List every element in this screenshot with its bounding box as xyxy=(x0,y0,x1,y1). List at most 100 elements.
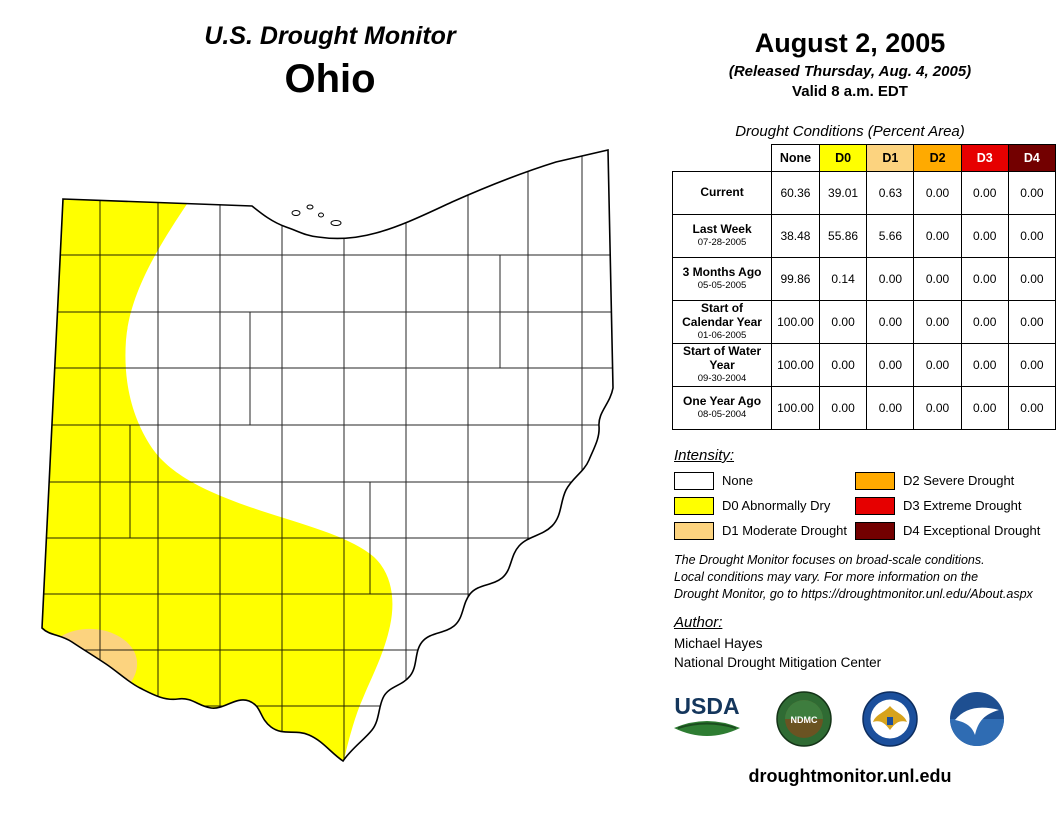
disclaimer-line: Drought Monitor, go to https://droughtmo… xyxy=(674,586,1033,601)
table-cell: 0.00 xyxy=(1007,257,1056,301)
table-cell: 99.86 xyxy=(771,257,820,301)
intensity-heading: Intensity: xyxy=(674,447,735,464)
legend-swatch-d4 xyxy=(855,521,895,540)
legend-item-d1: D1 Moderate Drought xyxy=(674,518,847,543)
table-cell: 38.48 xyxy=(771,214,820,258)
table-cell: 0.00 xyxy=(913,214,962,258)
column-header-d0: D0 xyxy=(818,144,868,172)
table-cell: 0.00 xyxy=(866,386,915,430)
report-header: U.S. Drought Monitor Ohio xyxy=(60,22,600,102)
column-header-d1: D1 xyxy=(866,144,915,172)
table-row: Start of Calendar Year 01-06-2005 100.00… xyxy=(671,300,1056,344)
date-block: August 2, 2005 (Released Thursday, Aug. … xyxy=(660,28,1040,100)
table-cell: 0.00 xyxy=(913,171,962,215)
release-date: August 2, 2005 xyxy=(754,28,946,58)
table-cell: 0.00 xyxy=(913,257,962,301)
legend-label: D2 Severe Drought xyxy=(903,473,1015,488)
table-cell: 0.00 xyxy=(818,300,868,344)
legend-swatch-d2 xyxy=(855,471,895,490)
legend-item-none: None xyxy=(674,468,847,493)
footer-url: droughtmonitor.unl.edu xyxy=(748,766,952,786)
table-cell: 0.00 xyxy=(866,300,915,344)
table-cell: 0.00 xyxy=(866,257,915,301)
table-cell: 39.01 xyxy=(818,171,868,215)
legend-swatch-none xyxy=(674,471,714,490)
legend-label: D0 Abnormally Dry xyxy=(722,498,831,513)
table-cell: 0.00 xyxy=(1007,343,1056,387)
table-cell: 100.00 xyxy=(771,386,820,430)
legend-swatch-d1 xyxy=(674,521,714,540)
table-cell: 0.63 xyxy=(866,171,915,215)
table-cell: 0.00 xyxy=(1007,171,1056,215)
table-row: Current 60.36 39.01 0.63 0.00 0.00 0.00 xyxy=(671,171,1056,215)
report-title: U.S. Drought Monitor xyxy=(204,22,456,50)
table-cell: 0.00 xyxy=(866,343,915,387)
author-org: National Drought Mitigation Center xyxy=(674,655,882,670)
lake-erie-islands xyxy=(291,204,342,226)
report-region-title: Ohio xyxy=(284,57,376,101)
row-label-start-water-year: Start of Water Year 09-30-2004 xyxy=(671,343,773,387)
table-cell: 0.00 xyxy=(818,386,868,430)
row-label-3-months-ago: 3 Months Ago 05-05-2005 xyxy=(671,257,773,301)
disclaimer-line: Local conditions may vary. For more info… xyxy=(674,569,979,584)
legend-column-left: None D0 Abnormally Dry D1 Moderate Droug… xyxy=(674,468,847,543)
commerce-seal-logo xyxy=(862,691,919,747)
table-cell: 0.00 xyxy=(913,343,962,387)
usda-logo: USDA xyxy=(674,693,740,736)
column-header-d2: D2 xyxy=(913,144,962,172)
legend-label: None xyxy=(722,473,754,488)
table-row: 3 Months Ago 05-05-2005 99.86 0.14 0.00 … xyxy=(671,257,1056,301)
table-cell: 0.00 xyxy=(913,300,962,344)
table-caption: Drought Conditions (Percent Area) xyxy=(735,123,965,140)
legend-column-right: D2 Severe Drought D3 Extreme Drought D4 … xyxy=(855,468,1040,543)
drought-conditions-table: None D0 D1 D2 D3 D4 Current 60.36 39.01 … xyxy=(671,144,1056,430)
disclaimer-text: The Drought Monitor focuses on broad-sca… xyxy=(674,552,1046,603)
table-header-row: None D0 D1 D2 D3 D4 xyxy=(672,144,1056,172)
legend-label: D1 Moderate Drought xyxy=(722,523,848,538)
row-label-last-week: Last Week 07-28-2005 xyxy=(671,214,773,258)
table-row: Start of Water Year 09-30-2004 100.00 0.… xyxy=(671,343,1056,387)
table-cell: 0.00 xyxy=(960,257,1009,301)
table-cell: 0.00 xyxy=(960,343,1009,387)
row-label-one-year-ago: One Year Ago 08-05-2004 xyxy=(671,386,773,430)
legend-item-d0: D0 Abnormally Dry xyxy=(674,493,847,518)
table-cell: 0.00 xyxy=(818,343,868,387)
disclaimer-line: The Drought Monitor focuses on broad-sca… xyxy=(674,553,985,567)
table-cell: 0.00 xyxy=(913,386,962,430)
table-cell: 0.00 xyxy=(960,300,1009,344)
state-outline xyxy=(41,148,614,763)
table-row: One Year Ago 08-05-2004 100.00 0.00 0.00… xyxy=(671,386,1056,430)
column-header-d4: D4 xyxy=(1007,144,1056,172)
legend-item-d4: D4 Exceptional Drought xyxy=(855,518,1040,543)
noaa-logo xyxy=(949,692,1004,746)
table-cell: 55.86 xyxy=(818,214,868,258)
table-cell: 100.00 xyxy=(771,343,820,387)
table-cell: 0.00 xyxy=(1007,214,1056,258)
table-corner xyxy=(672,144,772,172)
row-label-start-calendar-year: Start of Calendar Year 01-06-2005 xyxy=(671,300,773,344)
table-cell: 60.36 xyxy=(771,171,820,215)
legend-swatch-d3 xyxy=(855,496,895,515)
table-cell: 100.00 xyxy=(771,300,820,344)
table-cell: 0.00 xyxy=(960,214,1009,258)
column-header-none: None xyxy=(771,144,820,172)
valid-time: Valid 8 a.m. EDT xyxy=(792,83,908,100)
county-boundaries xyxy=(42,150,613,761)
ndmc-logo: NDMC xyxy=(775,691,832,747)
row-label-current: Current xyxy=(671,171,773,215)
legend-swatch-d0 xyxy=(674,496,714,515)
table-cell: 5.66 xyxy=(866,214,915,258)
usda-logo-text: USDA xyxy=(674,693,739,719)
ohio-map xyxy=(41,148,614,763)
author-heading: Author: xyxy=(674,614,723,631)
ndmc-logo-text: NDMC xyxy=(790,715,817,725)
legend-item-d2: D2 Severe Drought xyxy=(855,468,1040,493)
legend-item-d3: D3 Extreme Drought xyxy=(855,493,1040,518)
table-row: Last Week 07-28-2005 38.48 55.86 5.66 0.… xyxy=(671,214,1056,258)
author-name: Michael Hayes xyxy=(674,636,763,651)
logo-row: USDA NDMC xyxy=(668,688,1006,750)
legend-label: D3 Extreme Drought xyxy=(903,498,1022,513)
legend-label: D4 Exceptional Drought xyxy=(903,523,1041,538)
column-header-d3: D3 xyxy=(960,144,1009,172)
